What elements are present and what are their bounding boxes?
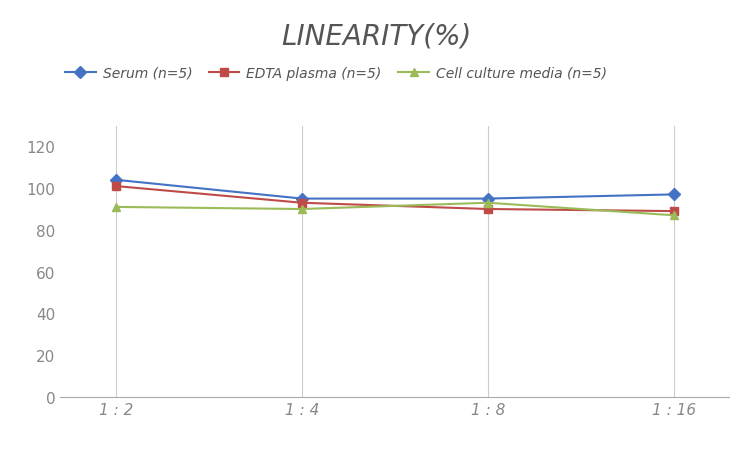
EDTA plasma (n=5) (111, 184, 120, 189)
Serum (n=5) (111, 178, 120, 183)
Serum (n=5) (297, 197, 306, 202)
Legend: Serum (n=5), EDTA plasma (n=5), Cell culture media (n=5): Serum (n=5), EDTA plasma (n=5), Cell cul… (59, 61, 612, 86)
Line: EDTA plasma (n=5): EDTA plasma (n=5) (112, 183, 678, 216)
Serum (n=5) (669, 192, 678, 198)
Cell culture media (n=5) (669, 213, 678, 218)
EDTA plasma (n=5) (297, 201, 306, 206)
Serum (n=5) (484, 197, 493, 202)
Cell culture media (n=5) (297, 207, 306, 212)
Text: LINEARITY(%): LINEARITY(%) (280, 22, 472, 50)
EDTA plasma (n=5) (484, 207, 493, 212)
Line: Cell culture media (n=5): Cell culture media (n=5) (112, 199, 678, 220)
Cell culture media (n=5) (484, 201, 493, 206)
Cell culture media (n=5) (111, 205, 120, 210)
Line: Serum (n=5): Serum (n=5) (112, 176, 678, 203)
EDTA plasma (n=5) (669, 209, 678, 214)
